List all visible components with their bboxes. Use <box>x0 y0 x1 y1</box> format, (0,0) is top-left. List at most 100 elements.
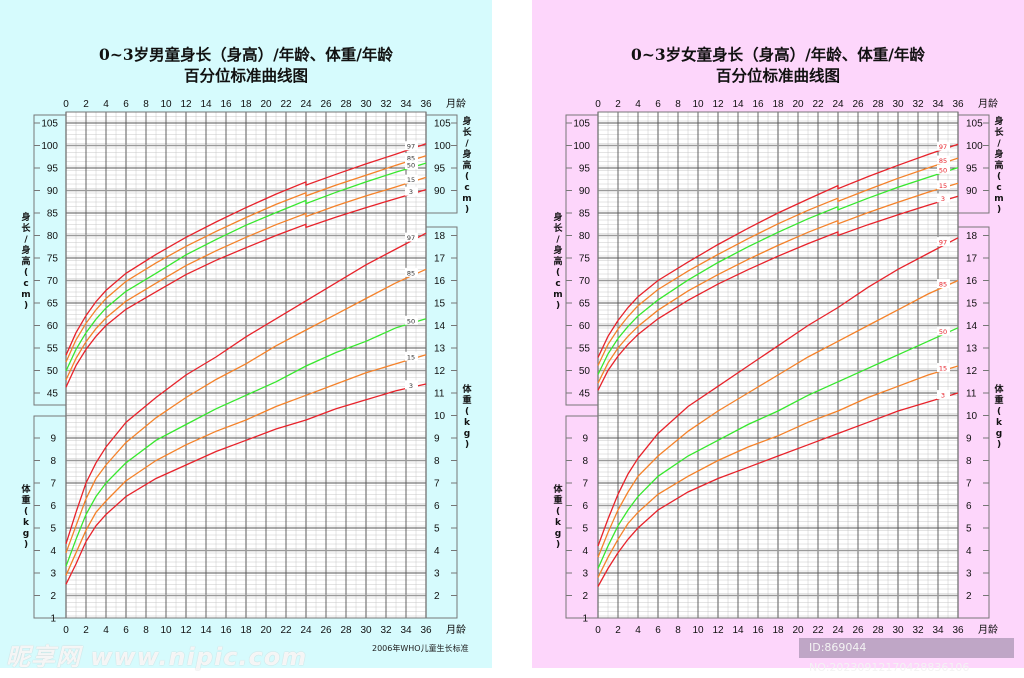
svg-text:身: 身 <box>553 244 562 256</box>
svg-text:34: 34 <box>932 625 944 636</box>
svg-text:m: m <box>462 194 471 204</box>
svg-text:24: 24 <box>300 99 312 110</box>
svg-text:8: 8 <box>675 625 681 636</box>
svg-text:100: 100 <box>573 141 590 152</box>
boys-title-line1: 0~3岁男童身长（身高）/年龄、体重/年龄 <box>99 45 393 64</box>
girls-growth-chart: 0022446688101012121414161618182020222224… <box>553 97 1004 636</box>
girls-title-line2: 百分位标准曲线图 <box>715 66 840 85</box>
svg-text:32: 32 <box>380 625 392 636</box>
svg-text:26: 26 <box>320 625 332 636</box>
svg-text:/: / <box>24 235 28 245</box>
svg-text:g: g <box>555 529 561 539</box>
svg-text:90: 90 <box>579 186 591 197</box>
percentile-label: 85 <box>407 269 415 277</box>
svg-text:8: 8 <box>50 456 56 467</box>
svg-text:9: 9 <box>582 434 588 445</box>
svg-text:22: 22 <box>280 99 292 110</box>
svg-text:8: 8 <box>434 456 440 467</box>
svg-text:m: m <box>994 194 1003 204</box>
svg-text:100: 100 <box>434 141 451 152</box>
svg-text:8: 8 <box>143 99 149 110</box>
girls-title-line1: 0~3岁女童身长（身高）/年龄、体重/年龄 <box>631 45 925 64</box>
svg-text:95: 95 <box>579 164 591 175</box>
svg-text:8: 8 <box>582 456 588 467</box>
svg-text:70: 70 <box>579 276 591 287</box>
svg-text:18: 18 <box>434 231 446 242</box>
percentile-label: 3 <box>941 195 945 203</box>
weight-axis-title-left: 体重(kg) <box>553 483 563 550</box>
length-axis-title-left: 身长/身高(cm) <box>553 211 563 311</box>
svg-text:4: 4 <box>50 546 56 557</box>
svg-text:13: 13 <box>434 344 446 355</box>
x-axis-label-top: 月龄 <box>446 97 466 110</box>
svg-text:16: 16 <box>966 276 978 287</box>
svg-text:100: 100 <box>41 141 58 152</box>
percentile-label: 15 <box>407 176 415 184</box>
svg-text:20: 20 <box>792 625 804 636</box>
svg-text:24: 24 <box>832 625 844 636</box>
percentile-label: 97 <box>407 234 415 242</box>
svg-text:22: 22 <box>280 625 292 636</box>
svg-text:(: ( <box>465 407 469 417</box>
svg-text:45: 45 <box>47 389 59 400</box>
percentile-curve-3 <box>597 392 959 587</box>
svg-text:高: 高 <box>462 159 471 171</box>
svg-text:105: 105 <box>966 119 983 130</box>
svg-text:2: 2 <box>434 591 440 602</box>
svg-text:18: 18 <box>240 99 252 110</box>
svg-text:8: 8 <box>966 456 972 467</box>
x-axis-label-top: 月龄 <box>978 97 998 110</box>
id-bar: ID:869044 NO:20230912170428836106 <box>799 638 1014 674</box>
svg-text:18: 18 <box>966 231 978 242</box>
percentile-curve-85 <box>65 268 427 554</box>
svg-text:高: 高 <box>553 255 562 267</box>
svg-text:4: 4 <box>582 546 588 557</box>
percentile-label: 97 <box>939 239 947 247</box>
svg-text:8: 8 <box>675 99 681 110</box>
svg-text:16: 16 <box>752 625 764 636</box>
svg-text:g: g <box>23 529 29 539</box>
svg-text:36: 36 <box>952 99 964 110</box>
svg-text:体: 体 <box>462 383 472 395</box>
svg-text:/: / <box>465 139 469 149</box>
svg-text:): ) <box>24 301 28 311</box>
svg-text:16: 16 <box>752 99 764 110</box>
svg-text:9: 9 <box>50 434 56 445</box>
svg-text:5: 5 <box>434 524 440 535</box>
svg-text:28: 28 <box>872 625 884 636</box>
svg-text:24: 24 <box>300 625 312 636</box>
svg-text:20: 20 <box>260 99 272 110</box>
svg-text:0: 0 <box>595 99 601 110</box>
svg-text:身: 身 <box>994 148 1003 160</box>
svg-text:14: 14 <box>966 321 978 332</box>
svg-text:105: 105 <box>41 119 58 130</box>
svg-text:80: 80 <box>579 231 591 242</box>
svg-text:重: 重 <box>994 394 1003 406</box>
svg-text:重: 重 <box>21 494 30 506</box>
svg-text:4: 4 <box>434 546 440 557</box>
svg-text:36: 36 <box>420 99 432 110</box>
boys-growth-chart: 0022446688101012121414161618182020222224… <box>21 97 472 636</box>
svg-text:4: 4 <box>635 625 641 636</box>
svg-text:m: m <box>21 290 30 300</box>
svg-text:18: 18 <box>772 99 784 110</box>
svg-text:(: ( <box>24 507 28 517</box>
svg-text:70: 70 <box>47 276 59 287</box>
percentile-label: 50 <box>939 328 947 336</box>
percentile-curve-97 <box>65 143 427 356</box>
svg-text:22: 22 <box>812 99 824 110</box>
svg-text:30: 30 <box>892 625 904 636</box>
svg-text:c: c <box>23 279 28 289</box>
svg-text:32: 32 <box>380 99 392 110</box>
weight-axis-title-right: 体重(kg) <box>462 383 472 450</box>
svg-text:65: 65 <box>47 299 59 310</box>
svg-text:28: 28 <box>872 99 884 110</box>
svg-text:3: 3 <box>50 569 56 580</box>
svg-text:34: 34 <box>400 99 412 110</box>
svg-text:长: 长 <box>994 126 1004 138</box>
svg-text:14: 14 <box>200 99 212 110</box>
svg-text:4: 4 <box>966 546 972 557</box>
svg-text:12: 12 <box>712 625 724 636</box>
svg-text:60: 60 <box>47 321 59 332</box>
